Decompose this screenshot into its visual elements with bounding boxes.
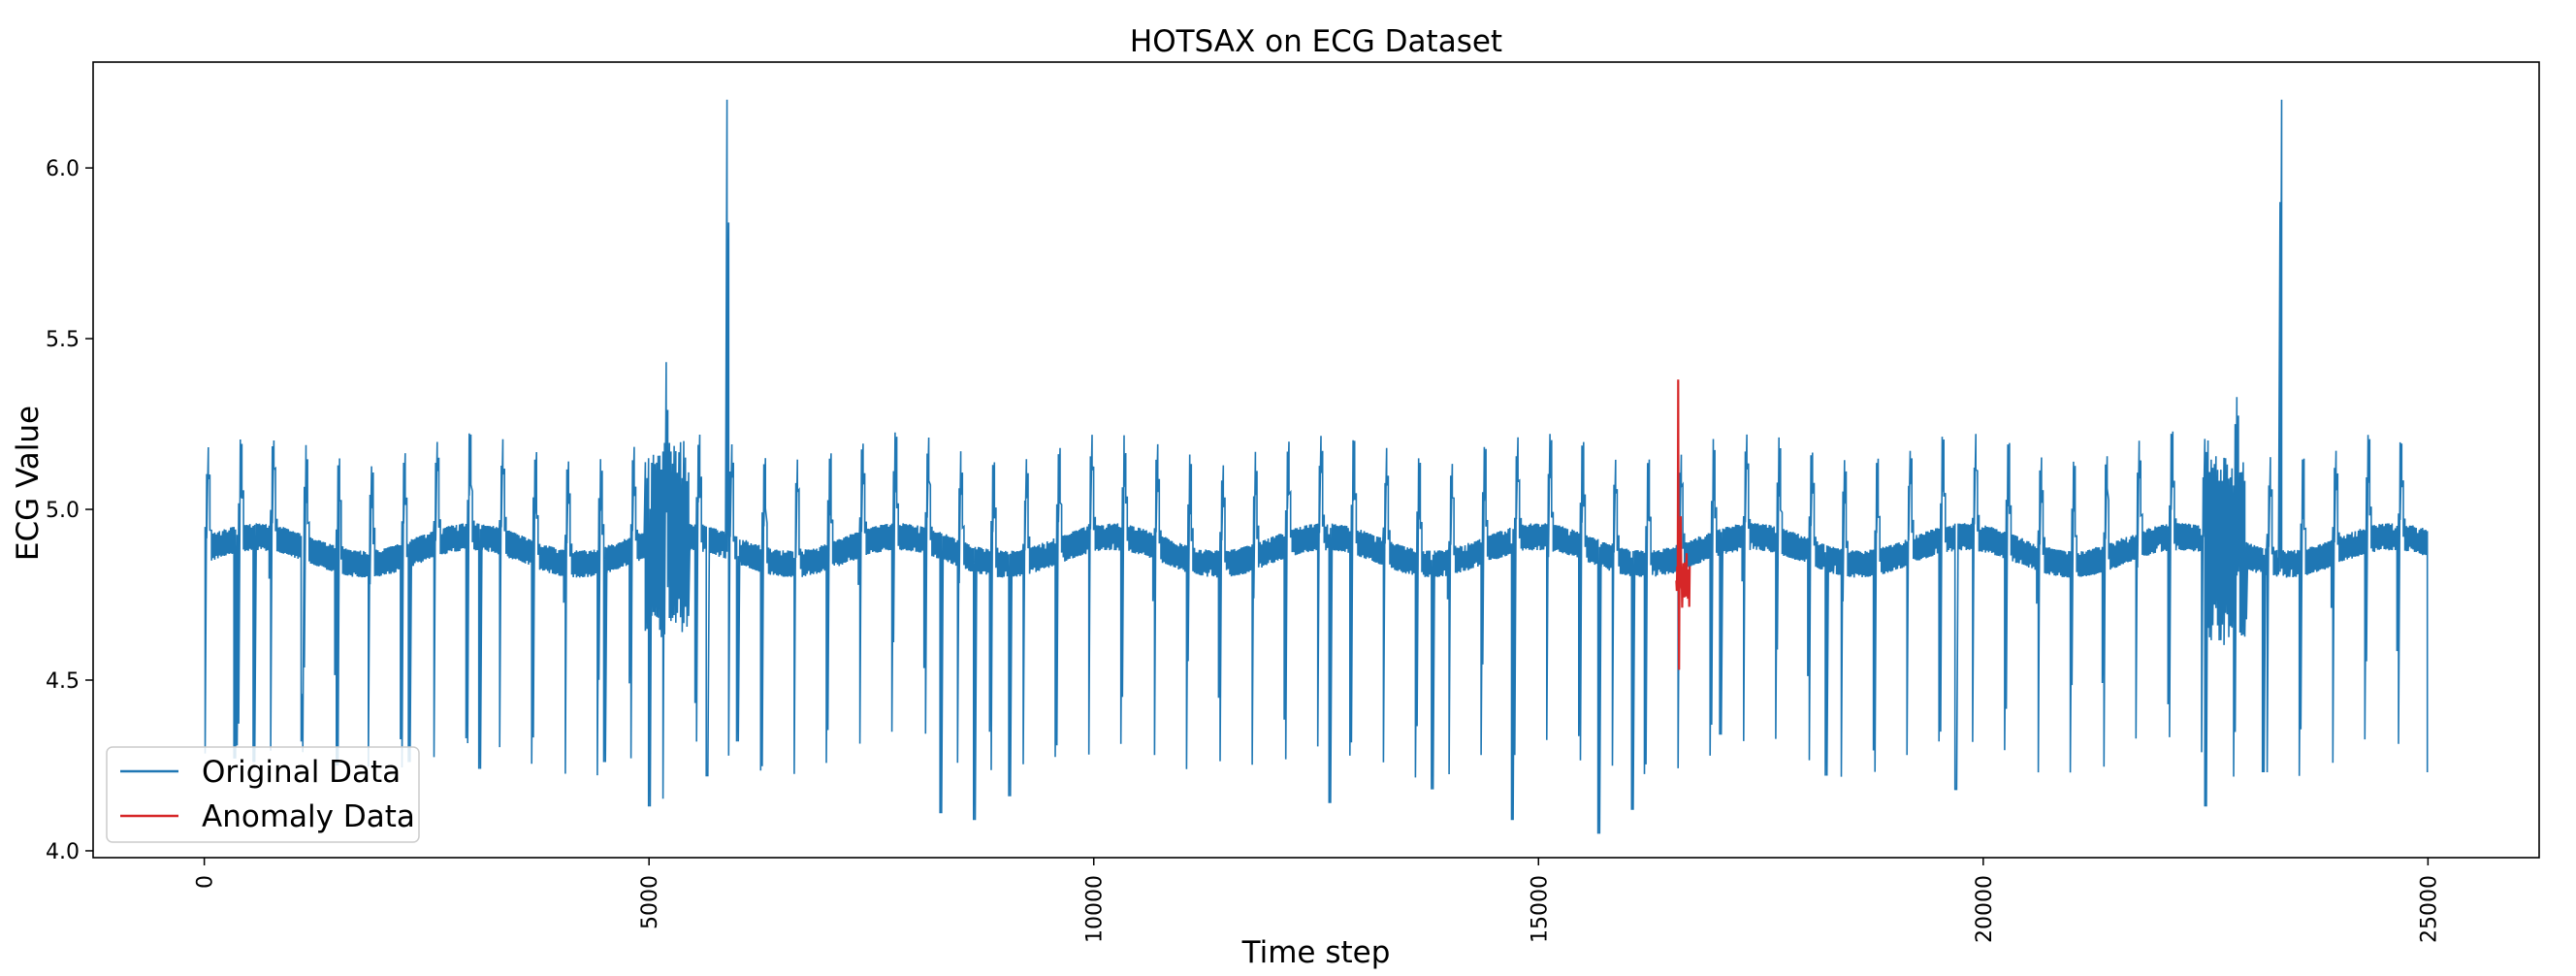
y-tick-label: 4.5 [46,669,80,694]
y-tick-label: 5.0 [46,499,80,523]
y-tick-label: 5.5 [46,328,80,352]
x-tick-label: 25000 [2417,875,2441,943]
x-tick-label: 20000 [1973,875,1997,943]
chart-title: HOTSAX on ECG Dataset [1130,24,1502,59]
x-tick-label: 15000 [1528,875,1552,943]
plot-frame [92,61,2540,859]
legend: Original Data Anomaly Data [106,746,420,843]
y-tick-label: 6.0 [46,157,80,181]
legend-box [106,746,420,843]
series-anomaly-data [1675,379,1691,670]
x-axis: 0 5000 10000 15000 20000 25000 [194,858,2441,943]
y-axis: 4.0 4.5 5.0 5.5 6.0 [46,157,93,864]
y-tick-label: 4.0 [46,840,80,864]
x-axis-label: Time step [1241,935,1391,970]
legend-label-anomaly-data: Anomaly Data [202,799,415,834]
plot-area [204,99,2429,834]
x-tick-label: 5000 [638,875,662,929]
x-tick-label: 0 [194,875,218,889]
x-tick-label: 10000 [1083,875,1108,943]
y-axis-label: ECG Value [11,406,46,561]
series-original-data [204,99,2429,834]
legend-label-original-data: Original Data [202,755,401,790]
